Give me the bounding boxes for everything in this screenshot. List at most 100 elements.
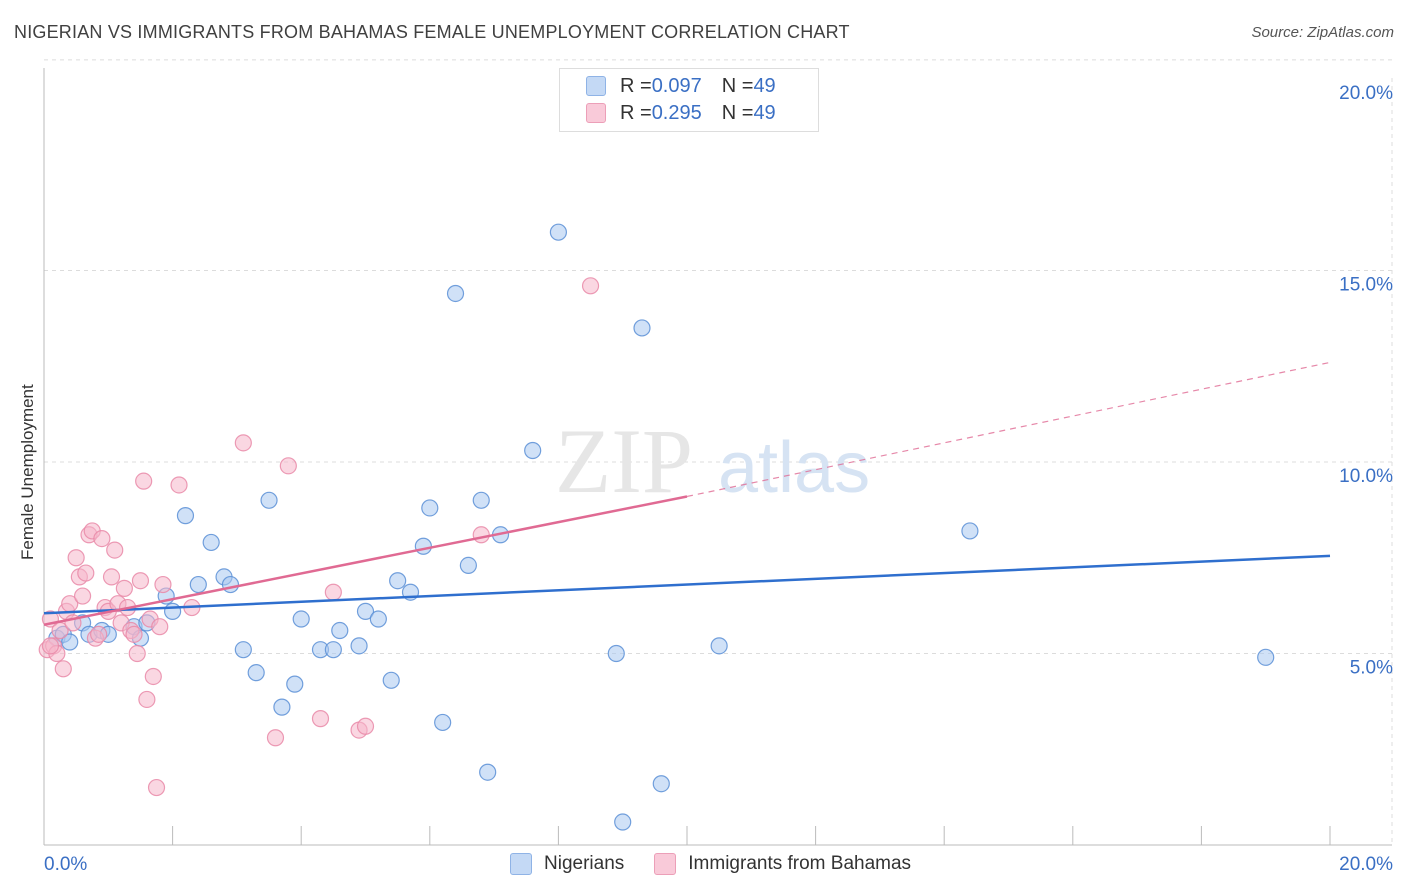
point-nigerians xyxy=(292,610,310,628)
tick-labels: 5.0% 10.0% 15.0% 20.0% 0.0% 20.0% xyxy=(44,83,1393,875)
point-nigerians xyxy=(524,441,542,460)
point-bahamas xyxy=(106,541,124,559)
trend-line-bahamas xyxy=(43,495,688,627)
point-bahamas xyxy=(73,587,92,605)
point-nigerians xyxy=(247,664,265,682)
chart-title: NIGERIAN VS IMMIGRANTS FROM BAHAMAS FEMA… xyxy=(14,22,850,42)
y-axis-label: Female Unemployment xyxy=(18,384,37,560)
point-nigerians xyxy=(614,813,632,831)
legend-swatch-nigerians xyxy=(586,76,606,96)
watermark-zip: ZIP xyxy=(555,410,693,512)
point-bahamas xyxy=(144,667,162,686)
point-bahamas xyxy=(41,637,60,655)
legend-r-label: R = xyxy=(620,101,652,124)
point-bahamas xyxy=(154,575,172,594)
axes xyxy=(43,68,1392,846)
point-nigerians xyxy=(472,491,490,509)
point-nigerians xyxy=(356,602,375,620)
point-nigerians xyxy=(202,533,220,552)
point-nigerians xyxy=(189,575,207,594)
point-bahamas xyxy=(128,644,146,663)
point-nigerians xyxy=(369,610,387,628)
point-nigerians xyxy=(710,637,728,655)
point-bahamas xyxy=(138,690,156,709)
point-nigerians xyxy=(221,575,240,594)
point-nigerians xyxy=(459,556,477,575)
point-nigerians xyxy=(652,775,670,793)
point-nigerians xyxy=(164,602,182,620)
point-nigerians xyxy=(382,671,400,689)
legend-n-label: N = xyxy=(721,74,754,97)
point-nigerians xyxy=(549,223,568,241)
legend-n-value: 49 xyxy=(753,101,776,124)
source-label: Source: ZipAtlas.com xyxy=(1251,24,1394,41)
y-tick-label: 15.0% xyxy=(1339,275,1393,296)
legend-r-value: 0.295 xyxy=(651,101,702,124)
legend-row-nigerians: R = 0.097 N = 49 xyxy=(586,73,776,99)
point-nigerians xyxy=(273,698,291,716)
legend-item-bahamas: Immigrants from Bahamas xyxy=(654,853,911,875)
point-nigerians xyxy=(324,641,342,659)
legend-n-value: 49 xyxy=(753,74,776,97)
x-tick-label: 0.0% xyxy=(44,854,87,875)
point-nigerians xyxy=(286,675,304,693)
legend-r-value: 0.097 xyxy=(651,74,702,97)
legend-n-label: N = xyxy=(721,101,754,124)
legend-swatch-bahamas xyxy=(654,853,677,875)
point-bahamas xyxy=(131,572,150,590)
point-nigerians xyxy=(607,644,625,663)
point-nigerians xyxy=(234,641,252,659)
correlation-legend: R = 0.097 N = 49 R = 0.295 N = 49 xyxy=(559,68,819,132)
x-tick-label: 20.0% xyxy=(1339,854,1393,875)
point-nigerians xyxy=(1257,648,1275,666)
point-nigerians xyxy=(176,507,195,525)
point-bahamas xyxy=(93,529,111,548)
point-bahamas xyxy=(356,717,375,735)
point-nigerians xyxy=(434,713,452,732)
legend-label-bahamas: Immigrants from Bahamas xyxy=(688,853,912,874)
y-tick-label: 5.0% xyxy=(1350,658,1393,679)
point-nigerians xyxy=(961,522,979,540)
trend-line-nigerians xyxy=(43,554,1331,615)
point-bahamas xyxy=(581,277,600,295)
point-nigerians xyxy=(389,572,407,590)
point-nigerians xyxy=(350,637,368,655)
point-bahamas xyxy=(54,660,72,678)
point-nigerians xyxy=(421,499,439,517)
legend-swatch-bahamas xyxy=(586,103,606,123)
point-bahamas xyxy=(115,579,133,597)
point-bahamas xyxy=(279,457,297,475)
legend-r-label: R = xyxy=(620,74,652,97)
point-bahamas xyxy=(472,526,490,544)
watermark-atlas: atlas xyxy=(718,428,870,508)
point-bahamas xyxy=(102,568,121,586)
y-tick-label: 10.0% xyxy=(1339,466,1393,487)
y-tick-label: 20.0% xyxy=(1339,83,1393,104)
point-bahamas xyxy=(147,778,166,797)
point-bahamas xyxy=(90,625,108,643)
point-bahamas xyxy=(324,583,342,601)
legend-row-bahamas: R = 0.295 N = 49 xyxy=(586,100,776,126)
series-legend: Nigerians Immigrants from Bahamas xyxy=(510,851,941,877)
watermark: ZIP atlas xyxy=(555,410,870,512)
point-nigerians xyxy=(479,763,497,781)
point-bahamas xyxy=(234,434,252,452)
point-bahamas xyxy=(67,549,85,567)
data-points xyxy=(38,223,1275,831)
point-bahamas xyxy=(135,472,153,490)
point-nigerians xyxy=(414,537,432,555)
point-bahamas xyxy=(77,564,95,582)
point-nigerians xyxy=(61,633,79,651)
point-nigerians xyxy=(331,621,349,640)
point-bahamas xyxy=(151,618,169,636)
point-bahamas xyxy=(125,625,143,643)
point-bahamas xyxy=(170,476,188,494)
legend-swatch-nigerians xyxy=(510,853,532,875)
point-bahamas xyxy=(266,729,285,747)
trend-lines xyxy=(43,361,1331,627)
point-nigerians xyxy=(633,319,651,337)
y-axis-label-wrap: Female Unemployment xyxy=(18,384,38,580)
point-nigerians xyxy=(260,491,278,509)
point-bahamas xyxy=(311,710,330,728)
